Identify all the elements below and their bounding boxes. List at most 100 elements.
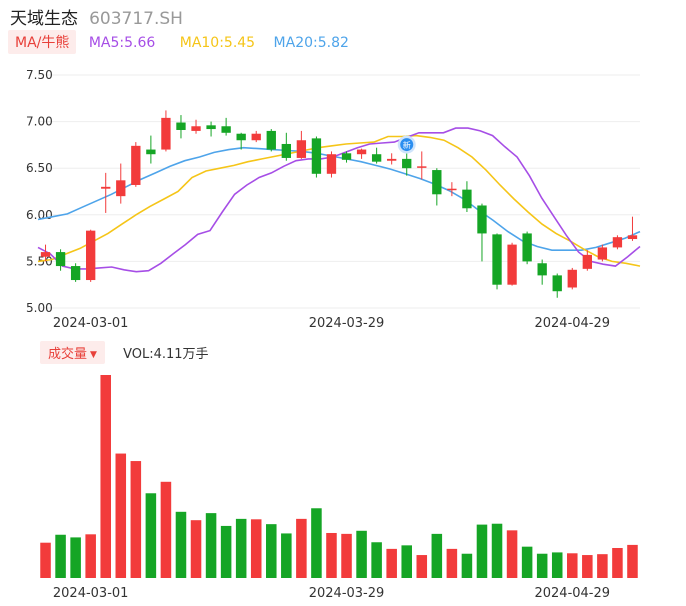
- candle-body: [341, 153, 352, 160]
- volume-bars: [40, 375, 638, 578]
- volume-bar: [55, 534, 66, 578]
- volume-bar: [281, 533, 292, 578]
- volume-bar: [235, 518, 247, 578]
- candle-body: [70, 266, 81, 281]
- candle-body: [161, 117, 171, 150]
- date-label: 2024-03-29: [309, 586, 385, 601]
- stock-header: 天域生态 603717.SH: [10, 4, 183, 29]
- candle-body: [86, 230, 96, 281]
- volume-bar: [506, 530, 518, 578]
- stock-name: 天域生态: [10, 9, 78, 29]
- ma20-line: [37, 146, 641, 251]
- candle: [101, 172, 111, 213]
- ma-lines: [37, 127, 641, 273]
- price-date-axis: 2024-03-01 2024-03-29 2024-04-29: [53, 316, 610, 331]
- volume-bar: [597, 554, 608, 578]
- candle-body: [552, 275, 562, 292]
- candle: [161, 110, 171, 152]
- volume-bar: [40, 542, 51, 578]
- candle: [311, 136, 322, 178]
- candle-body: [507, 244, 517, 285]
- candle: [55, 249, 66, 271]
- candle: [266, 129, 276, 152]
- volume-bar: [311, 508, 322, 578]
- volume-bar: [190, 520, 202, 578]
- price-tick-label: 7.00: [26, 115, 53, 129]
- volume-bar: [70, 537, 81, 578]
- candle-body: [236, 133, 246, 141]
- volume-bar: [551, 552, 563, 578]
- candle: [176, 115, 186, 139]
- volume-bar: [386, 548, 397, 578]
- volume-bar: [100, 375, 111, 578]
- candle-body: [522, 233, 532, 262]
- volume-bar: [536, 553, 548, 578]
- candle-body: [612, 237, 623, 248]
- volume-bar: [250, 519, 262, 578]
- volume-bar: [401, 545, 412, 578]
- caret-down-icon: ▼: [90, 350, 97, 360]
- candle-body: [356, 149, 367, 155]
- candle-body: [221, 126, 231, 133]
- volume-bar: [130, 461, 142, 578]
- volume-bar: [356, 530, 367, 578]
- date-label: 2024-03-29: [309, 316, 385, 331]
- stock-code: 603717.SH: [89, 9, 183, 29]
- candlesticks: [40, 110, 638, 298]
- candle-body: [146, 149, 156, 155]
- candle: [552, 273, 562, 298]
- candle: [417, 151, 427, 180]
- candle-body: [116, 180, 126, 197]
- candle: [40, 244, 51, 262]
- candle: [507, 242, 517, 286]
- candle: [447, 182, 457, 197]
- volume-bar: [582, 555, 593, 578]
- candle-body: [281, 143, 291, 158]
- candle-body: [477, 205, 487, 234]
- price-grid: [38, 74, 640, 309]
- candle-body: [417, 166, 427, 168]
- ma10-legend: MA10:5.45: [179, 35, 256, 51]
- volume-bar: [491, 523, 503, 578]
- price-axis: 7.507.006.506.005.505.00: [26, 68, 53, 315]
- candle-body: [266, 130, 276, 150]
- candle: [387, 153, 397, 165]
- candle: [86, 229, 96, 282]
- candle-body: [462, 189, 472, 209]
- candle-body: [176, 122, 186, 130]
- volume-indicator-selector[interactable]: 成交量 ▼: [40, 341, 105, 364]
- date-label: 2024-03-01: [53, 586, 129, 601]
- candle-body: [582, 254, 592, 269]
- volume-bar: [145, 493, 157, 578]
- candle: [236, 132, 246, 150]
- candle: [567, 267, 577, 290]
- candle: [582, 250, 592, 271]
- price-tick-label: 5.00: [26, 301, 53, 315]
- volume-bar: [446, 548, 458, 578]
- candle: [221, 117, 231, 136]
- ma5-line: [37, 127, 641, 273]
- candle-body: [387, 158, 397, 161]
- volume-bar: [341, 533, 352, 578]
- ma10-line: [37, 134, 641, 267]
- candle: [522, 231, 532, 265]
- ma-indicator-selector[interactable]: MA/牛熊: [8, 30, 77, 54]
- date-label: 2024-04-29: [534, 586, 610, 601]
- volume-bar: [431, 533, 443, 578]
- volume-bar: [220, 525, 232, 578]
- candle: [191, 119, 201, 134]
- candle: [537, 259, 547, 285]
- volume-bar: [205, 513, 217, 578]
- volume-bar: [627, 544, 638, 578]
- ma5-legend: MA5:5.66: [88, 35, 156, 51]
- candle-body: [402, 158, 412, 169]
- candle-body: [296, 140, 307, 158]
- new-marker[interactable]: 新: [397, 135, 416, 154]
- candle: [296, 130, 307, 159]
- marker-label: 新: [403, 140, 411, 150]
- volume-bar: [115, 453, 127, 578]
- candle: [432, 168, 442, 206]
- candle: [597, 244, 608, 262]
- volume-bar: [85, 534, 96, 578]
